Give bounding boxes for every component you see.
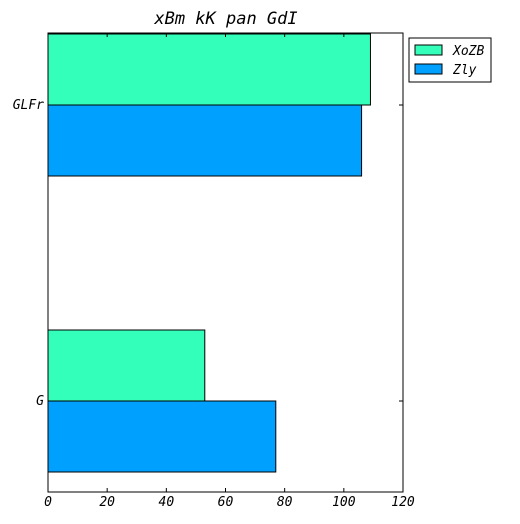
legend-label-Zly: Zly [452, 63, 477, 78]
x-tick-label: 100 [332, 495, 356, 510]
legend-swatch-Zly [414, 63, 443, 75]
x-tick-label: 120 [391, 495, 415, 510]
bar-XoZB-GLFr [47, 33, 371, 106]
bar-Zly-GLFr [47, 104, 363, 177]
y-tick-label: G [36, 394, 44, 409]
bars-layer [47, 33, 371, 473]
x-tick-label: 60 [218, 495, 234, 510]
x-tick-label: 40 [159, 495, 175, 510]
bar-XoZB-G [47, 329, 206, 402]
legend-swatch-XoZB [414, 44, 443, 56]
x-tick-label: 80 [277, 495, 293, 510]
y-tick-label: GLFr [13, 98, 44, 113]
legend-label-XoZB: XoZB [452, 44, 484, 59]
x-tick-label: 20 [99, 495, 115, 510]
bar-Zly-G [47, 400, 277, 473]
chart-title: xBm kK pan GdI [153, 9, 297, 29]
legend: XoZB Zly [408, 37, 492, 83]
x-tick-label: 0 [44, 495, 52, 510]
ticks-layer: GLFr G 0 20 40 60 80 100 120 [13, 33, 415, 510]
